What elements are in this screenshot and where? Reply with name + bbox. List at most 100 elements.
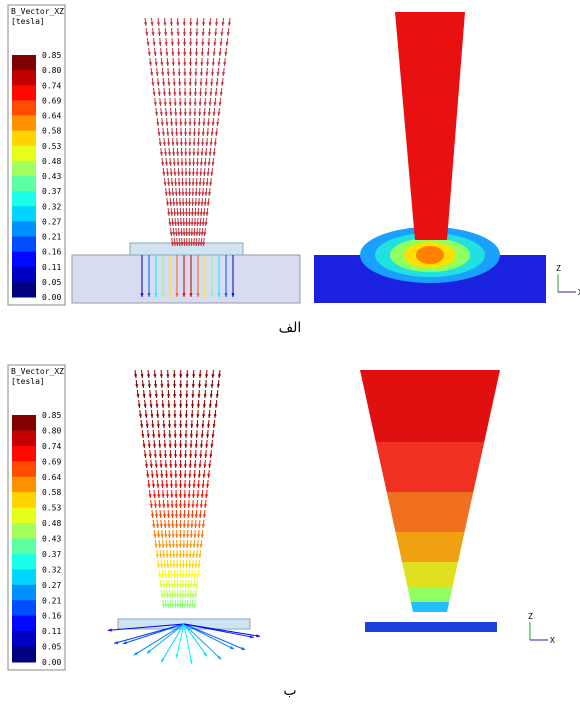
arrow-head [169, 112, 172, 116]
arrow-head [213, 42, 216, 46]
arrow-head [174, 444, 177, 448]
arrow-head [156, 414, 159, 418]
arrow-head [194, 92, 197, 96]
arrow-head [162, 424, 165, 428]
arrow-head [192, 384, 195, 388]
arrow-head [166, 504, 169, 508]
arrow-head [194, 202, 197, 206]
arrow-head [185, 212, 188, 216]
legend-level: 0.43 [42, 535, 61, 544]
arrow-head [164, 464, 167, 468]
arrow-head [123, 641, 127, 644]
arrow-head [184, 584, 187, 588]
arrow-head [175, 132, 178, 136]
arrow-head [210, 82, 213, 86]
arrow-head [202, 132, 205, 136]
arrow-head [179, 414, 182, 418]
arrow-head [190, 444, 193, 448]
arrow-head [186, 374, 189, 378]
arrow-head [179, 424, 182, 428]
arrow-head [189, 22, 192, 26]
arrow-head [190, 584, 193, 588]
arrow-head [178, 202, 181, 206]
legend-swatch [12, 585, 36, 601]
arrow-head [188, 202, 191, 206]
legend-swatch [12, 267, 36, 283]
arrow-head [179, 444, 182, 448]
arrow-head [165, 42, 168, 46]
legend-level: 0.16 [42, 248, 61, 257]
arrow-head [168, 584, 171, 588]
substrate [72, 255, 300, 303]
legend-level: 0.69 [42, 457, 61, 466]
legend-swatch [12, 492, 36, 508]
arrow-head [171, 514, 174, 518]
arrow-head [184, 122, 187, 126]
arrow-head [170, 22, 173, 26]
arrow-head [163, 444, 166, 448]
legend-swatch [12, 554, 36, 570]
arrow-head [184, 464, 187, 468]
arrow-head [176, 152, 179, 156]
arrow-head [205, 142, 208, 146]
legend-swatch [12, 237, 36, 253]
arrow-head [179, 504, 182, 508]
arrow-head [190, 232, 193, 236]
arrow-head [197, 202, 200, 206]
arrow-head [191, 514, 194, 518]
arrow-head [189, 52, 192, 56]
arrow-head [178, 72, 181, 76]
arrow-head [205, 72, 208, 76]
arrow-head [179, 404, 182, 408]
legend-swatch [12, 631, 36, 647]
arrow-head [196, 162, 199, 166]
arrow-head [171, 504, 174, 508]
arrow-head [196, 222, 199, 226]
arrow-head [169, 444, 172, 448]
arrow-head [196, 232, 199, 236]
arrow-head [178, 182, 181, 186]
arrow-head [191, 202, 194, 206]
arrow-head [189, 72, 192, 76]
arrow-head [201, 42, 204, 46]
arrow-head [200, 444, 203, 448]
legend-level: 0.00 [42, 658, 61, 667]
arrow-head [185, 424, 188, 428]
tip-field [376, 442, 484, 492]
arrow-head [180, 142, 183, 146]
arrow-head [176, 564, 179, 568]
arrow-head [209, 22, 212, 26]
arrow-head [171, 142, 174, 146]
arrow-head [201, 192, 204, 196]
arrow-head [202, 32, 205, 36]
arrow-head [185, 414, 188, 418]
legend-level: 0.21 [42, 233, 61, 242]
arrow-head [179, 464, 182, 468]
arrow-head [206, 132, 209, 136]
arrow-head [183, 42, 186, 46]
arrow-head [189, 594, 192, 598]
arrow-head [196, 504, 199, 508]
arrow-head [188, 232, 191, 236]
arrow-head [193, 484, 196, 488]
arrow-head [157, 424, 160, 428]
arrow-head [165, 474, 168, 478]
arrow-head [164, 534, 167, 538]
figure: B_Vector_XZ[tesla]0.850.800.740.690.640.… [0, 0, 580, 705]
axis-z-label: Z [528, 612, 533, 621]
arrow-head [185, 564, 188, 568]
arrow-head [200, 152, 203, 156]
arrow-head [181, 182, 184, 186]
arrow-head [169, 464, 172, 468]
arrow-head [207, 122, 210, 126]
arrow-head [209, 92, 212, 96]
tip-field [402, 562, 458, 587]
arrow-head [192, 554, 195, 558]
arrow-head [195, 32, 198, 36]
legend-swatch [12, 523, 36, 539]
legend-level: 0.11 [42, 263, 61, 272]
arrow-head [163, 434, 166, 438]
arrow-head [188, 122, 191, 126]
arrow-head [212, 62, 215, 66]
arrow-head [172, 62, 175, 66]
